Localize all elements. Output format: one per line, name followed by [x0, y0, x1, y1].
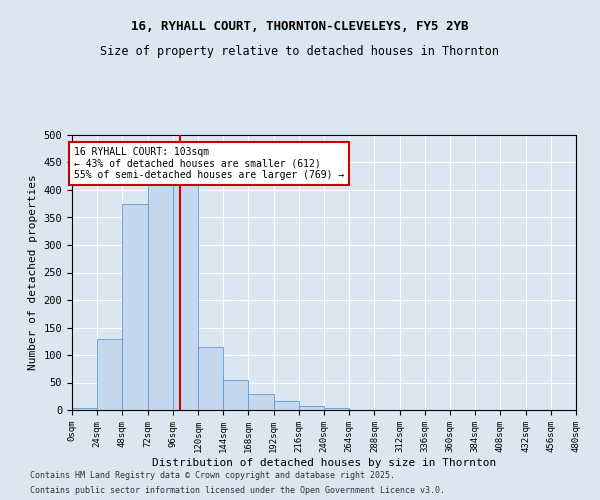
Text: Contains public sector information licensed under the Open Government Licence v3: Contains public sector information licen…	[30, 486, 445, 495]
Text: 16, RYHALL COURT, THORNTON-CLEVELEYS, FY5 2YB: 16, RYHALL COURT, THORNTON-CLEVELEYS, FY…	[131, 20, 469, 33]
Bar	[97, 338, 122, 410]
Y-axis label: Number of detached properties: Number of detached properties	[28, 174, 38, 370]
Bar	[148, 174, 173, 410]
Bar	[122, 204, 148, 410]
Bar	[72, 408, 97, 410]
Text: 16 RYHALL COURT: 103sqm
← 43% of detached houses are smaller (612)
55% of semi-d: 16 RYHALL COURT: 103sqm ← 43% of detache…	[74, 147, 344, 180]
Bar	[299, 406, 324, 410]
Bar	[324, 408, 349, 410]
Text: Size of property relative to detached houses in Thornton: Size of property relative to detached ho…	[101, 45, 499, 58]
Text: Contains HM Land Registry data © Crown copyright and database right 2025.: Contains HM Land Registry data © Crown c…	[30, 471, 395, 480]
Bar	[198, 347, 223, 410]
Bar	[248, 394, 274, 410]
Bar	[173, 174, 198, 410]
X-axis label: Distribution of detached houses by size in Thornton: Distribution of detached houses by size …	[152, 458, 496, 468]
Bar	[274, 400, 299, 410]
Bar	[223, 380, 248, 410]
